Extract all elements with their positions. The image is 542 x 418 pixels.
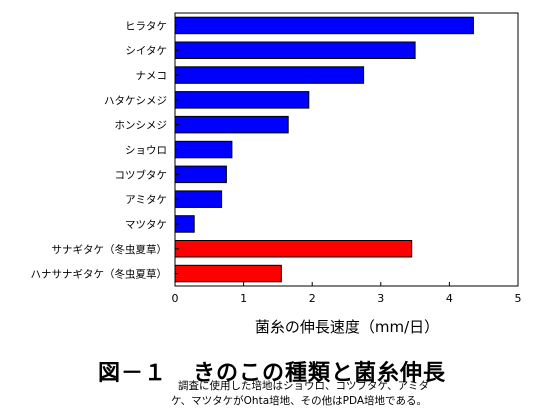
category-label: ショウロ bbox=[125, 145, 167, 157]
figure-note-line-2: ケ、マツタケがOhta培地、その他はPDA培地である。 bbox=[171, 395, 427, 407]
category-label: ナメコ bbox=[136, 70, 168, 82]
x-tick-label: 3 bbox=[377, 292, 384, 305]
category-label: ハナサナギタケ（冬虫夏草） bbox=[31, 268, 168, 281]
bar bbox=[174, 165, 227, 184]
category-label: ハタケシメジ bbox=[104, 95, 167, 107]
bars-group bbox=[174, 16, 474, 283]
figure-title-text: きのこの種類と菌糸伸長 bbox=[193, 361, 447, 386]
bar bbox=[174, 41, 416, 59]
bar bbox=[174, 91, 310, 109]
category-label: コツブタケ bbox=[115, 168, 168, 181]
figure-title: 図－１ きのこの種類と菌糸伸長 bbox=[98, 355, 446, 387]
bar bbox=[174, 66, 365, 84]
figure-title-number: 図－１ bbox=[98, 361, 168, 386]
x-axis-ticks: 0 1 2 3 4 5 bbox=[172, 24, 522, 305]
x-tick-label: 0 bbox=[172, 292, 179, 305]
category-label: ヒラタケ bbox=[125, 20, 167, 32]
bar bbox=[174, 16, 474, 35]
x-tick-label: 1 bbox=[240, 292, 247, 305]
category-labels: ヒラタケシイタケナメコハタケシメジホンシメジショウロコツブタケアミタケマツタケサ… bbox=[31, 20, 168, 280]
category-label: マツタケ bbox=[125, 219, 167, 231]
category-label: アミタケ bbox=[125, 194, 167, 206]
figure-note-line-1: 調査に使用した培地はショウロ、コツブタケ、アミタ bbox=[178, 380, 429, 392]
x-axis-label: 菌糸の伸長速度（mm/日） bbox=[255, 318, 439, 336]
bar bbox=[174, 115, 289, 134]
x-tick-label: 2 bbox=[309, 292, 316, 305]
category-label: シイタケ bbox=[125, 45, 167, 57]
bar bbox=[174, 240, 413, 258]
category-label: ホンシメジ bbox=[115, 120, 168, 132]
x-tick-label: 4 bbox=[446, 292, 453, 305]
x-tick-label: 5 bbox=[515, 292, 522, 305]
bar bbox=[174, 140, 233, 159]
bar bbox=[174, 264, 282, 283]
category-label: サナギタケ（冬虫夏草） bbox=[52, 243, 168, 256]
bar bbox=[174, 190, 223, 208]
